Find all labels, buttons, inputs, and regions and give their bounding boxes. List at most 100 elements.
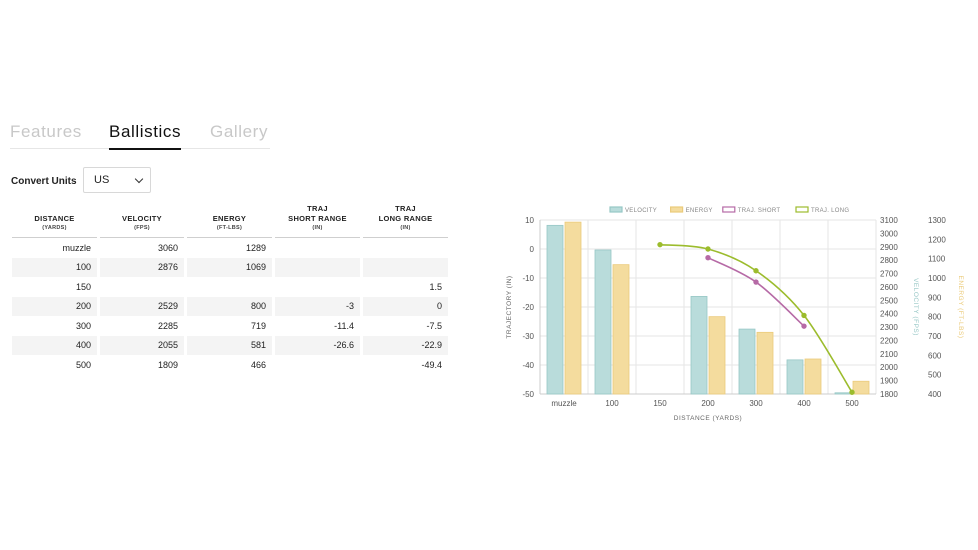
velocity-tick-label: 2700 <box>880 270 898 279</box>
cell-energy: 1069 <box>187 257 272 277</box>
legend-swatch <box>670 206 684 213</box>
y-tick-label: -10 <box>522 274 534 283</box>
header-distance: DISTANCE (YARDS) <box>12 204 97 238</box>
tab-bar: Features Ballistics Gallery <box>10 118 270 150</box>
energy-tick-label: 500 <box>928 371 942 380</box>
header-traj-long: TRAJ LONG RANGE (IN) <box>363 204 448 238</box>
traj-long-line <box>659 243 853 393</box>
traj-short-point <box>705 255 711 261</box>
tab-ballistics[interactable]: Ballistics <box>109 122 182 150</box>
cell-velocity: 2055 <box>100 335 184 355</box>
cell-traj-short <box>275 257 360 277</box>
energy-bar <box>564 221 582 395</box>
y-tick-label: -50 <box>522 390 534 399</box>
ballistics-table: DISTANCE (YARDS) VELOCITY (FPS) ENERGY (FT-… <box>9 204 451 375</box>
velocity-tick-label: 2100 <box>880 350 898 359</box>
y-tick-label: 10 <box>525 216 534 225</box>
energy-tick-label: 1200 <box>928 235 946 244</box>
energy-tick-label: 800 <box>928 313 942 322</box>
table-row: 200 2529 800 -3 0 <box>12 296 448 316</box>
traj-long-point <box>705 246 711 252</box>
cell-velocity: 1809 <box>157 359 178 370</box>
units-select-value: US <box>94 174 110 186</box>
cell-traj-long: -22.9 <box>363 335 448 355</box>
traj-short-point <box>753 279 759 285</box>
tab-features[interactable]: Features <box>10 122 82 141</box>
velocity-bar <box>786 359 804 395</box>
energy-bar <box>612 264 630 395</box>
energy-tick-label: 400 <box>928 390 942 399</box>
traj-long-point <box>801 312 807 319</box>
convert-units-label: Convert Units <box>11 176 77 187</box>
table-row: 100 2876 1069 <box>12 257 448 277</box>
legend-label: ENERGY <box>686 208 713 214</box>
y-tick-label: -40 <box>522 361 534 370</box>
velocity-tick-label: 2400 <box>880 310 898 319</box>
header-velocity: VELOCITY (FPS) <box>100 204 184 238</box>
table-header-row: DISTANCE (YARDS) VELOCITY (FPS) ENERGY (FT-… <box>12 204 448 238</box>
tab-gallery[interactable]: Gallery <box>210 122 269 141</box>
energy-tick-label: 900 <box>928 293 942 302</box>
energy-tick-label: 1000 <box>928 274 946 283</box>
energy-bar <box>708 316 726 395</box>
traj-short-point <box>801 323 807 329</box>
velocity-tick-label: 2800 <box>880 256 898 265</box>
x-axis-title: DISTANCE (YARDS) <box>674 415 742 422</box>
velocity-bar <box>594 249 612 395</box>
legend-label: TRAJ. LONG <box>811 208 849 214</box>
x-tick-label: muzzle <box>551 399 577 408</box>
velocity-tick-label: 2600 <box>880 283 898 292</box>
table-row: 150 1.5 <box>12 277 448 297</box>
energy-axis-title: ENERGY (FT-LBS) <box>957 275 964 338</box>
x-tick-label: 200 <box>701 399 715 408</box>
velocity-bar <box>690 296 708 395</box>
cell-traj-long: -49.4 <box>421 359 442 370</box>
chevron-down-icon <box>134 174 144 184</box>
cell-velocity: 3060 <box>157 242 178 253</box>
energy-bar <box>804 358 822 395</box>
cell-energy: 466 <box>250 359 266 370</box>
cell-traj-long: 0 <box>363 296 448 316</box>
velocity-tick-label: 1800 <box>880 390 898 399</box>
cell-traj-short: -11.4 <box>334 320 354 331</box>
table-row: 300 2285 719 -11.4 -7.5 <box>12 316 448 336</box>
velocity-bar <box>834 392 852 395</box>
cell-traj-long: 1.5 <box>429 281 442 292</box>
cell-traj-short <box>275 277 360 297</box>
cell-energy: 800 <box>187 296 272 316</box>
velocity-bar <box>546 224 564 395</box>
velocity-tick-label: 3000 <box>880 229 898 238</box>
velocity-tick-label: 2900 <box>880 243 898 252</box>
cell-traj-short: -3 <box>275 296 360 316</box>
x-tick-label: 500 <box>845 399 859 408</box>
velocity-tick-label: 2000 <box>880 363 898 372</box>
traj-short-line <box>707 256 805 327</box>
cell-distance: 300 <box>75 320 91 331</box>
units-select[interactable]: US <box>83 167 151 193</box>
legend-swatch <box>722 206 736 213</box>
cell-distance: 100 <box>12 257 97 277</box>
y-axis-title: TRAJECTORY (IN) <box>506 275 513 338</box>
cell-velocity: 2285 <box>157 320 178 331</box>
ballistics-chart: 100-10-20-30-40-503100300029002800270026… <box>506 206 964 422</box>
cell-velocity: 2529 <box>100 296 184 316</box>
header-energy: ENERGY (FT-LBS) <box>187 204 272 238</box>
x-tick-label: 100 <box>605 399 619 408</box>
cell-energy: 719 <box>250 320 266 331</box>
cell-distance: 500 <box>75 359 91 370</box>
cell-traj-long <box>363 257 448 277</box>
legend-swatch <box>795 206 809 213</box>
legend-swatch <box>609 206 623 213</box>
cell-distance: 400 <box>12 335 97 355</box>
velocity-tick-label: 1900 <box>880 377 898 386</box>
velocity-bar <box>738 328 756 395</box>
energy-bar <box>756 331 774 395</box>
header-traj-short: TRAJ SHORT RANGE (IN) <box>275 204 360 238</box>
cell-distance: 150 <box>75 281 91 292</box>
x-tick-label: 300 <box>749 399 763 408</box>
traj-long-point <box>657 241 663 248</box>
cell-velocity <box>100 277 184 297</box>
cell-distance: 200 <box>12 296 97 316</box>
energy-bar <box>852 380 870 395</box>
energy-tick-label: 700 <box>928 332 942 341</box>
